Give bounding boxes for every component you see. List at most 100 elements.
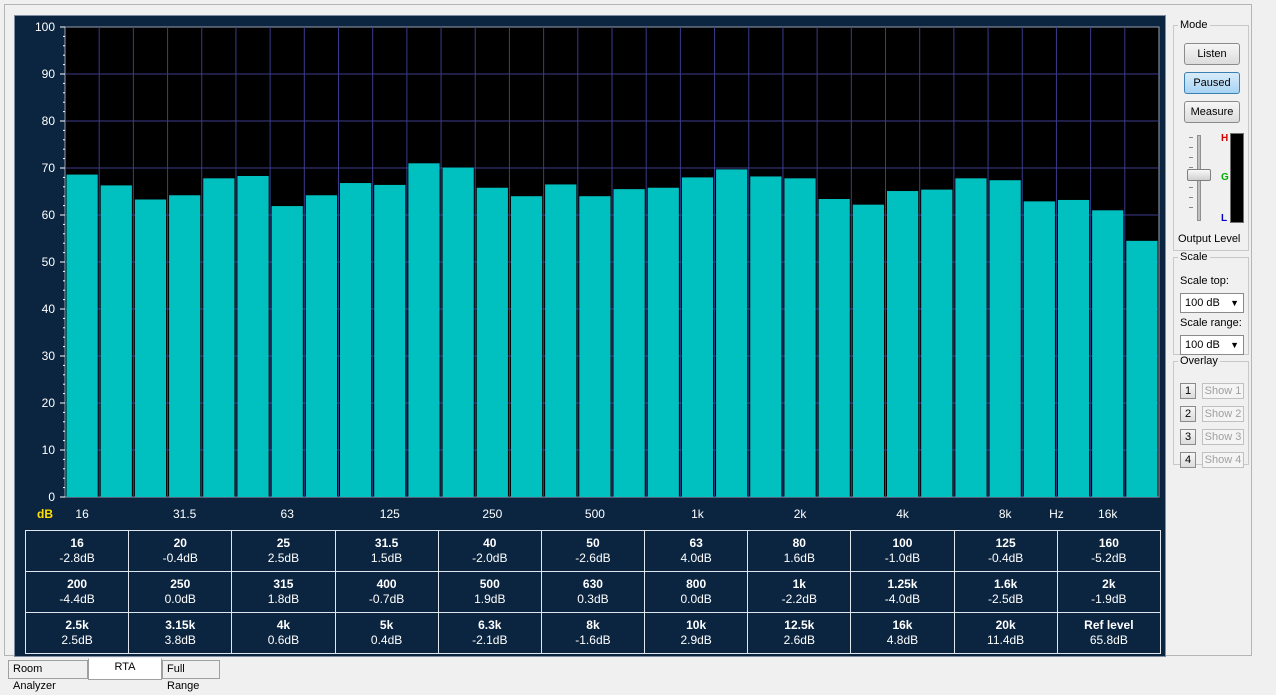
y-tick-label: 10 (42, 443, 56, 457)
show-1-button[interactable]: Show 1 (1202, 383, 1244, 399)
band-label: 20k (995, 618, 1016, 632)
band-values-table: 16 -2.8dB 20 -0.4dB 25 2.5dB 31.5 1.5dB 40 -2.0dB… (24, 530, 1162, 654)
scale-range-select[interactable]: 100 dB ▼ (1180, 335, 1244, 355)
x-tick-label: 16 (75, 507, 89, 521)
analyzer-panel: 100 90 80 70 60 50 40 30 20 10 0 dB 16 31.5 63 125 250 50… (14, 15, 1166, 657)
scale-top-value: 100 dB (1185, 297, 1220, 309)
band-value: 1.9dB (474, 592, 506, 606)
bar (955, 178, 987, 497)
main-window: 100 90 80 70 60 50 40 30 20 10 0 dB 16 31.5 63 125 250 50… (4, 4, 1252, 657)
table-cell: 1.25k -4.0dB (850, 571, 955, 613)
tab-rta[interactable]: RTA (88, 658, 162, 680)
band-label: 6.3k (478, 618, 502, 632)
bar (100, 185, 132, 497)
overlay-2-button[interactable]: 2 (1180, 406, 1196, 422)
band-label: 16k (892, 618, 913, 632)
band-value: -0.7dB (368, 592, 405, 606)
show-4-button[interactable]: Show 4 (1202, 452, 1244, 468)
listen-button[interactable]: Listen (1184, 43, 1240, 65)
band-value: -1.0dB (884, 551, 921, 565)
mode-legend: Mode (1180, 19, 1208, 31)
bar (237, 175, 269, 498)
band-label: 12.5k (784, 618, 815, 632)
y-tick-label: 70 (42, 161, 56, 175)
y-tick-label: 20 (42, 396, 56, 410)
show-3-button[interactable]: Show 3 (1202, 429, 1244, 445)
band-label: 200 (67, 577, 88, 591)
table-cell: 1.6k -2.5dB (953, 571, 1058, 613)
tab-room-analyzer[interactable]: Room Analyzer (8, 660, 88, 692)
table-cell: 31.5 1.5dB (334, 530, 439, 572)
band-value: -5.2dB (1091, 551, 1127, 565)
bar (613, 189, 645, 497)
band-label: 125 (995, 536, 1016, 550)
band-label: 2k (1102, 577, 1116, 591)
dropdown-arrow-icon: ▼ (1230, 298, 1239, 308)
output-level-slider-thumb[interactable] (1187, 169, 1211, 181)
band-value: 0.3dB (577, 592, 609, 606)
table-cell: 6.3k -2.1dB (437, 612, 542, 654)
x-tick-label: 63 (281, 507, 295, 521)
band-value: 2.5dB (267, 551, 300, 565)
hz-unit-label: Hz (1049, 507, 1064, 521)
band-value: -4.0dB (884, 592, 921, 606)
band-label: 1k (792, 577, 806, 591)
meter-good-label: G (1221, 172, 1229, 183)
db-unit-label: dB (37, 507, 53, 521)
scale-group: Scale Scale top: 100 dB ▼ Scale range: 10… (1173, 251, 1249, 355)
tab-full-range[interactable]: Full Range (162, 660, 220, 692)
overlay-legend: Overlay (1180, 355, 1218, 367)
x-tick-label: 4k (896, 507, 910, 521)
bar (374, 184, 406, 498)
table-cell: 12.5k 2.6dB (747, 612, 852, 654)
paused-button[interactable]: Paused (1184, 72, 1240, 94)
x-tick-label: 125 (380, 507, 400, 521)
show-2-button[interactable]: Show 2 (1202, 406, 1244, 422)
band-value: 1.5dB (370, 551, 403, 565)
y-tick-label: 100 (35, 20, 55, 34)
table-cell: 16 -2.8dB (24, 530, 130, 572)
bar (545, 184, 577, 497)
dropdown-arrow-icon: ▼ (1230, 340, 1239, 350)
band-value: -1.9dB (1091, 592, 1127, 606)
band-value: 0.0dB (680, 592, 712, 606)
bar (510, 196, 543, 497)
band-label: 1.25k (887, 577, 918, 591)
table-cell: 80 1.6dB (747, 530, 852, 572)
band-value: 0.6dB (267, 633, 300, 647)
scale-top-select[interactable]: 100 dB ▼ (1180, 293, 1244, 313)
band-value: -0.4dB (162, 551, 198, 565)
table-cell: 4k 0.6dB (231, 612, 336, 654)
table-cell: 400 -0.7dB (334, 571, 439, 613)
bar (271, 206, 303, 497)
bar (305, 195, 337, 497)
overlay-4-button[interactable]: 4 (1180, 452, 1196, 468)
table-cell: 50 -2.6dB (540, 530, 646, 572)
band-label: 16 (70, 536, 84, 550)
band-value: 1.6dB (783, 551, 815, 565)
table-cell: 630 0.3dB (540, 571, 646, 613)
overlay-3-button[interactable]: 3 (1180, 429, 1196, 445)
table-cell: 500 1.9dB (437, 571, 542, 613)
bar (852, 204, 884, 497)
y-tick-label: 40 (42, 302, 56, 316)
output-level-label: Output Level (1178, 233, 1241, 245)
band-value: 2.6dB (783, 633, 815, 647)
band-value: 0.4dB (370, 633, 403, 647)
x-tick-label: 31.5 (173, 507, 197, 521)
bar (1057, 199, 1090, 497)
x-tick-label: 250 (482, 507, 502, 521)
table-row: 16 -2.8dB 20 -0.4dB 25 2.5dB 31.5 1.5dB 40 -2.0dB… (24, 530, 1162, 572)
band-value: -2.1dB (472, 633, 508, 647)
band-value: -2.2dB (781, 592, 817, 606)
bar (784, 178, 816, 497)
bar (442, 167, 474, 497)
band-label: 31.5 (374, 536, 399, 550)
band-label: 25 (276, 536, 291, 550)
band-label: 630 (582, 577, 603, 591)
overlay-1-button[interactable]: 1 (1180, 383, 1196, 399)
bar (476, 187, 508, 498)
band-label: 40 (483, 536, 497, 550)
measure-button[interactable]: Measure (1184, 101, 1240, 123)
